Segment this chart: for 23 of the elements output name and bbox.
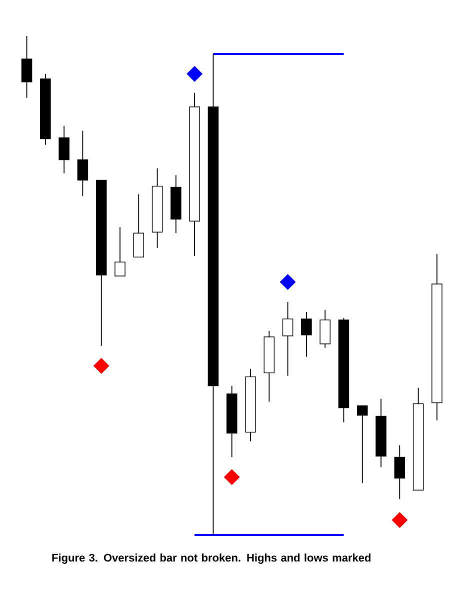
- point: [224, 469, 240, 486]
- candlestick: [376, 398, 386, 468]
- candlestick: [189, 92, 200, 257]
- candlestick: [58, 125, 70, 174]
- candlestick: [226, 385, 238, 458]
- candlestick: [170, 174, 182, 234]
- candlestick: [245, 368, 256, 442]
- candlestick: [282, 302, 294, 376]
- candlestick: [21, 36, 32, 98]
- candlestick: [301, 311, 312, 358]
- candlestick: [40, 73, 51, 146]
- candlestick: [264, 330, 275, 402]
- point: [280, 274, 296, 290]
- candlestick: [320, 310, 330, 348]
- candlestick: [394, 444, 406, 500]
- point: [392, 512, 408, 528]
- candlestick: [152, 168, 163, 249]
- candlestick: [77, 130, 88, 197]
- candlestick: [208, 53, 219, 536]
- candlestick: [432, 254, 442, 421]
- point: [93, 358, 110, 374]
- point: [186, 66, 203, 82]
- text: Figure 3. Oversized bar not broken. Highs and lows marked: [52, 554, 370, 564]
